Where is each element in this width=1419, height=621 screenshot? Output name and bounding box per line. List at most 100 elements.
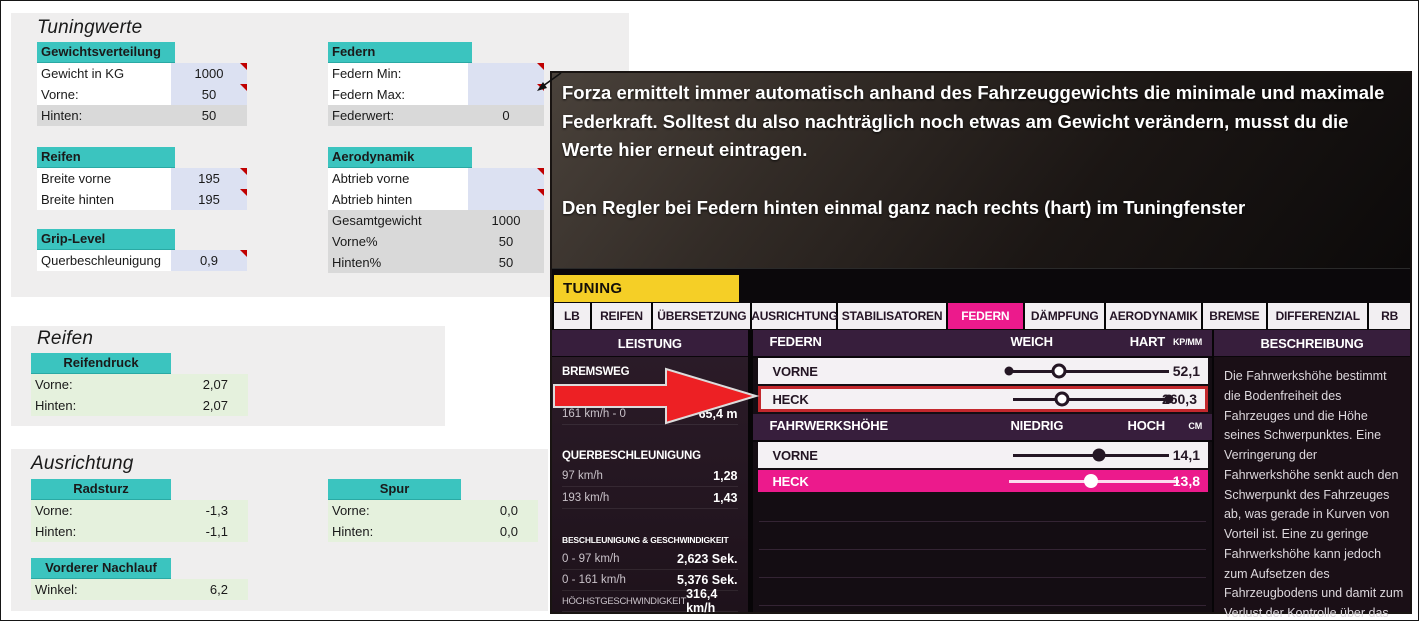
gewichtsverteilung-row: Gewicht in KG 1000: [37, 63, 247, 84]
scale-left-label: WEICH: [1010, 334, 1053, 349]
tab-dämpfung[interactable]: DÄMPFUNG: [1025, 303, 1105, 329]
tab-bremse[interactable]: BREMSE: [1202, 303, 1267, 329]
tab-federn[interactable]: FEDERN: [947, 303, 1023, 329]
stat-row: 161 km/h - 0 65,4 m: [562, 403, 738, 425]
tuning-menu-label: TUNING: [554, 275, 739, 302]
tuning-tabbar: LB REIFEN ÜBERSETZUNG AUSRICHTUNG STABILISAT…: [552, 303, 1410, 329]
slider-row-heck[interactable]: HECK 13,8: [758, 470, 1208, 492]
cell-value: 50: [171, 105, 247, 126]
cell-value[interactable]: [468, 84, 544, 105]
federn-row: Federn Min:: [328, 63, 544, 84]
cell-label: Gesamtgewicht: [328, 210, 468, 231]
slider-value: 260,3: [1161, 391, 1197, 407]
cell-label: Vorne:: [328, 500, 454, 521]
section-title: FEDERN: [769, 334, 822, 349]
nachlauf-row: Winkel: 6,2: [31, 579, 248, 600]
worksheet-section-tuningwerte: Tuningwerte Gewichtsverteilung Gewicht in…: [11, 13, 629, 297]
slider-track[interactable]: [1004, 363, 1170, 379]
cell-value[interactable]: [468, 63, 544, 84]
gewichtsverteilung-row: Vorne: 50: [37, 84, 247, 105]
slider-knob[interactable]: [1084, 474, 1099, 488]
aerodynamik-header: Aerodynamik: [328, 147, 472, 168]
empty-slider-row: [759, 522, 1206, 550]
stat-value: 316,4 km/h: [686, 587, 718, 615]
cell-value[interactable]: 0,9: [171, 250, 247, 271]
slider-track[interactable]: [1013, 448, 1170, 462]
stat-group-title: QUERBESCHLEUNIGUNG: [562, 450, 701, 462]
cell-label: Hinten:: [31, 521, 161, 542]
reifen-header: Reifen: [37, 147, 175, 168]
cell-value[interactable]: [468, 168, 544, 189]
unit-label: CM: [1188, 421, 1202, 431]
cell-label: Federwert:: [328, 105, 468, 126]
federn-row: Federn Max:: [328, 84, 544, 105]
cell-value[interactable]: 195: [171, 168, 247, 189]
unit-label: KP/MM: [1173, 337, 1202, 347]
slider-max-dot: [1164, 394, 1174, 404]
tab-aerodynamik[interactable]: AERODYNAMIK: [1106, 303, 1201, 329]
nachlauf-header: Vorderer Nachlauf: [31, 558, 171, 579]
cell-value[interactable]: 1000: [171, 63, 247, 84]
slider-label: VORNE: [772, 447, 818, 463]
slider-knob[interactable]: [1051, 363, 1067, 379]
cell-label: Abtrieb hinten: [328, 189, 468, 210]
empty-slider-row: [759, 578, 1206, 606]
reifendruck-row: Hinten: 2,07: [31, 395, 248, 416]
table-grip-level: Grip-Level Querbeschleunigung 0,9: [37, 229, 247, 271]
table-radsturz: Radsturz Vorne: -1,3 Hinten: -1,1: [31, 479, 248, 542]
slider-knob[interactable]: [1092, 448, 1106, 462]
slider-row-heck[interactable]: HECK 260,3: [758, 386, 1208, 412]
table-aerodynamik: Aerodynamik Abtrieb vorne Abtrieb hinten Ge…: [328, 147, 544, 273]
cell-label: Vorne:: [31, 500, 161, 521]
cell-label: Hinten:: [328, 521, 454, 542]
tab-ausrichtung[interactable]: AUSRICHTUNG: [751, 303, 838, 329]
cell-value: 50: [468, 252, 544, 273]
cell-label: Hinten:: [31, 395, 161, 416]
slider-knob[interactable]: [1054, 391, 1070, 407]
beschreibung-panel: BESCHREIBUNG Die Fahrwerkshöhe bestimmt …: [1213, 330, 1410, 620]
tab-stabilisatoren[interactable]: STABILISATOREN: [838, 303, 946, 329]
stat-row: 0 - 161 km/h 5,376 Sek.: [562, 570, 738, 591]
leistung-panel: LEISTUNG BREMSWEG 9 161 km/h - 0 65,4 m QUER…: [552, 330, 748, 615]
slider-track[interactable]: [1013, 391, 1174, 407]
stat-value: 65,4 m: [698, 406, 738, 421]
tab-lb[interactable]: LB: [554, 303, 590, 329]
leistung-header: LEISTUNG: [552, 330, 748, 357]
table-spur: Spur Vorne: 0,0 Hinten: 0,0: [328, 479, 538, 542]
slider-row-vorne[interactable]: VORNE 52,1: [758, 358, 1208, 384]
sliders-panel: FEDERN WEICH HART KP/MM VORNE 52,1 HECK 260,3 FA…: [753, 330, 1212, 612]
radsturz-row: Hinten: -1,1: [31, 521, 248, 542]
tab-differenzial[interactable]: DIFFERENZIAL: [1268, 303, 1368, 329]
table-reifendruck: Reifendruck Vorne: 2,07 Hinten: 2,07: [31, 353, 248, 416]
tab-übersetzung[interactable]: ÜBERSETZUNG: [653, 303, 751, 329]
scale-left-label: NIEDRIG: [1010, 418, 1064, 433]
cell-value: -1,1: [161, 521, 248, 542]
comment-indicator-icon: [537, 63, 544, 70]
gewichtsverteilung-row: Hinten: 50: [37, 105, 247, 126]
stat-label: 193 km/h: [562, 491, 610, 504]
comment-indicator-icon: [240, 63, 247, 70]
worksheet-section-ausrichtung: Ausrichtung Radsturz Vorne: -1,3 Hinten: -1,…: [11, 449, 548, 611]
cell-label: Hinten:: [37, 105, 171, 126]
grip-row: Querbeschleunigung 0,9: [37, 250, 247, 271]
note-paragraph-1: Forza ermittelt immer automatisch anhand…: [562, 82, 1385, 161]
cell-value[interactable]: 195: [171, 189, 247, 210]
stat-label: HÖCHSTGESCHWINDIGKEIT: [562, 595, 687, 607]
comment-indicator-icon: [537, 84, 544, 91]
gewichtsverteilung-header: Gewichtsverteilung: [37, 42, 175, 63]
cell-label: Querbeschleunigung: [37, 250, 171, 271]
slider-track[interactable]: [1009, 474, 1180, 488]
tab-reifen[interactable]: REIFEN: [591, 303, 652, 329]
cell-value[interactable]: 50: [171, 84, 247, 105]
cell-value: 6,2: [161, 579, 248, 600]
cell-label: Federn Min:: [328, 63, 468, 84]
slider-row-vorne[interactable]: VORNE 14,1: [758, 442, 1208, 468]
federn-header: Federn: [328, 42, 472, 63]
slider-section-header: FAHRWERKSHÖHE NIEDRIG HOCH CM: [753, 414, 1212, 442]
comment-indicator-icon: [537, 168, 544, 175]
tab-rb[interactable]: RB: [1369, 303, 1410, 329]
table-federn: Federn Federn Min: Federn Max: Federwert: 0: [328, 42, 544, 126]
cell-label: Vorne%: [328, 231, 468, 252]
cell-value[interactable]: [468, 189, 544, 210]
cell-label: Winkel:: [31, 579, 161, 600]
